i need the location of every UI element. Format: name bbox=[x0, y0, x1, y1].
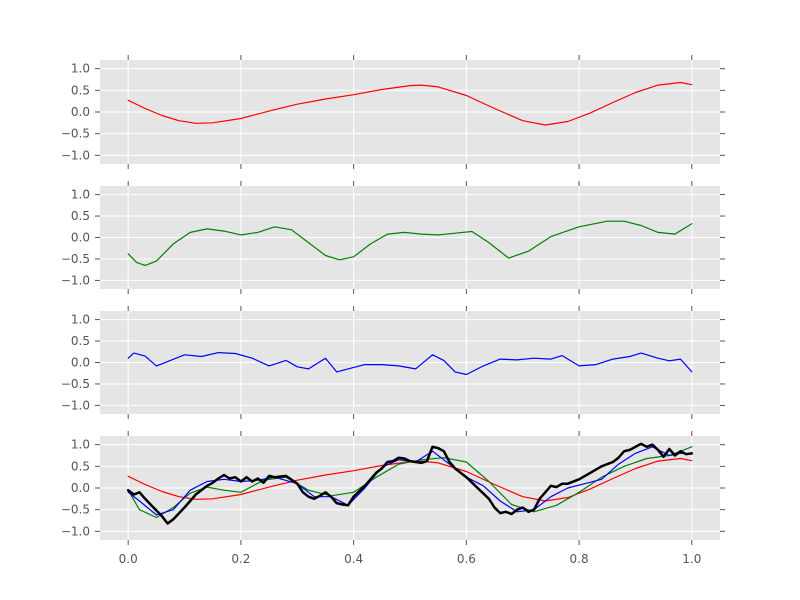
y-tick-label: 0.5 bbox=[71, 334, 90, 348]
x-tick-label: 0.8 bbox=[570, 552, 589, 566]
y-tick-label: 1.0 bbox=[71, 313, 90, 327]
y-tick-label: 0.0 bbox=[71, 105, 90, 119]
x-tick-label: 0.4 bbox=[344, 552, 363, 566]
subplot-2: 1.0 0.5 0.0 −0.5 −1.0 bbox=[61, 181, 725, 294]
y-tick-label: −0.5 bbox=[61, 127, 90, 141]
series-line-4 bbox=[126, 442, 694, 525]
subplot-1: 1.0 0.5 0.0 −0.5 −1.0 bbox=[61, 55, 725, 169]
y-tick-label: 1.0 bbox=[71, 438, 90, 452]
series-line-1 bbox=[127, 220, 693, 266]
y-tick-label: −1.0 bbox=[61, 273, 90, 287]
y-tick-label: 1.0 bbox=[71, 188, 90, 202]
x-tick-label: 0.0 bbox=[119, 552, 138, 566]
y-tick-label: −1.0 bbox=[61, 148, 90, 162]
x-tick-label: 0.2 bbox=[231, 552, 250, 566]
x-tick-label: 0.6 bbox=[457, 552, 476, 566]
y-tick-label: 0.5 bbox=[71, 209, 90, 223]
y-tick-label: 0.0 bbox=[71, 481, 90, 495]
series-line-1 bbox=[127, 81, 693, 126]
y-tick-label: −1.0 bbox=[61, 398, 90, 412]
subplot-4: 1.0 0.5 0.0 −0.5 −1.0 0.0 0.2 0.4 0.6 0.8 1.0 bbox=[61, 431, 725, 566]
subplot-3: 1.0 0.5 0.0 −0.5 −1.0 bbox=[61, 306, 725, 419]
y-tick-label: −1.0 bbox=[61, 524, 90, 538]
y-tick-label: 0.0 bbox=[71, 231, 90, 245]
series-line-1 bbox=[127, 352, 693, 376]
series-line-2 bbox=[127, 446, 693, 519]
y-tick-label: −0.5 bbox=[61, 377, 90, 391]
y-tick-label: 0.5 bbox=[71, 83, 90, 97]
x-tick-label: 1.0 bbox=[682, 552, 701, 566]
y-tick-label: 1.0 bbox=[71, 62, 90, 76]
y-tick-label: 0.0 bbox=[71, 356, 90, 370]
y-tick-label: −0.5 bbox=[61, 252, 90, 266]
y-tick-label: −0.5 bbox=[61, 503, 90, 517]
y-tick-label: 0.5 bbox=[71, 459, 90, 473]
